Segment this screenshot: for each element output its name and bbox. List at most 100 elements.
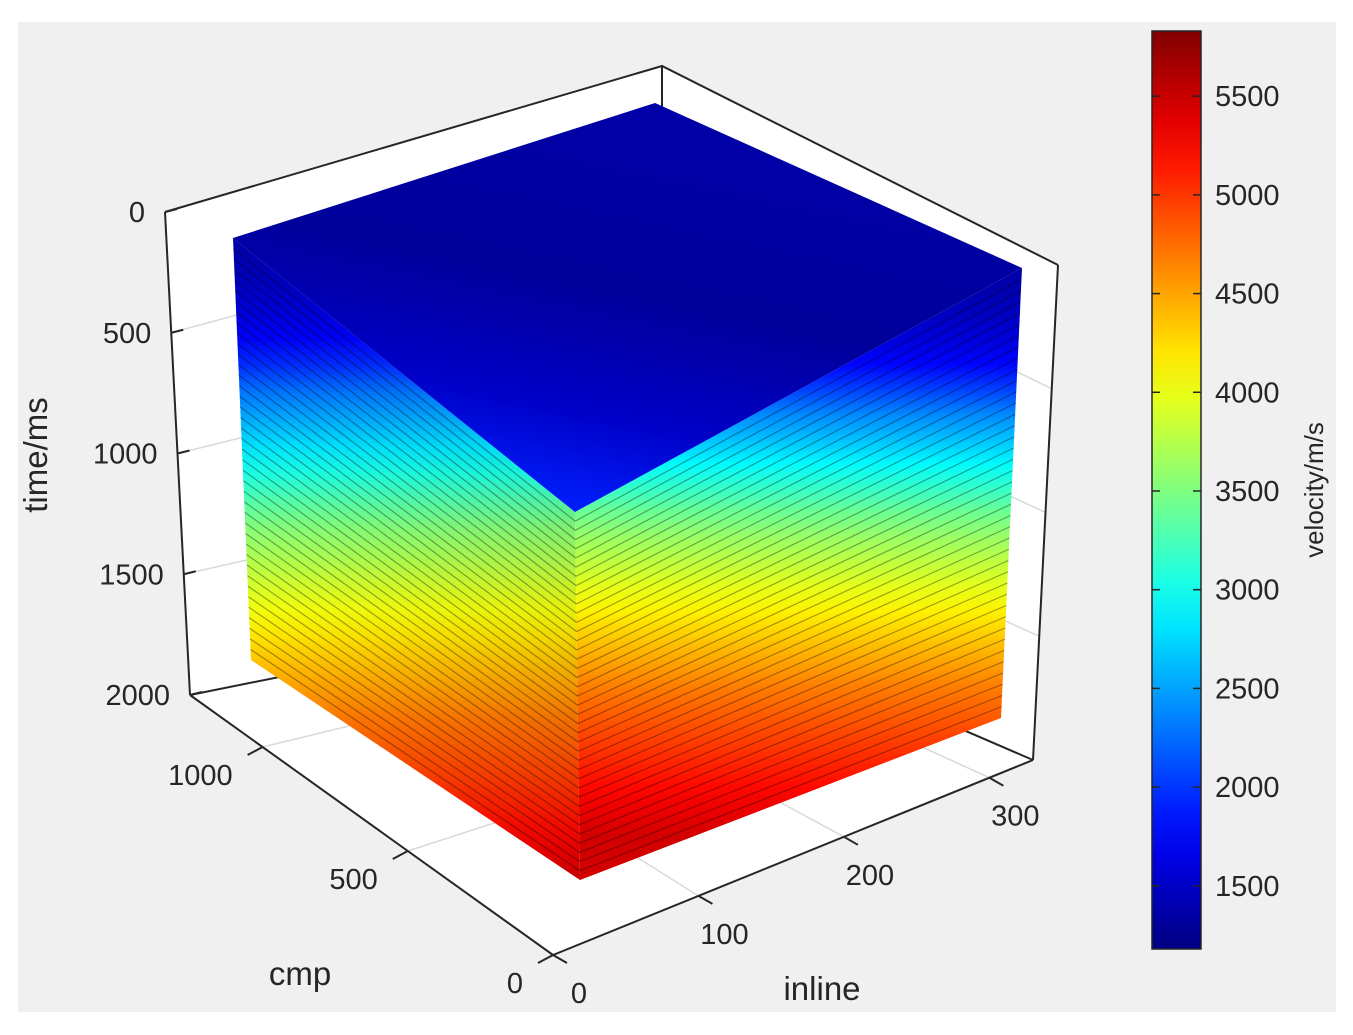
z-axis-ticks: 0 500 1000 1500 2000 [93,197,203,712]
cmp-tick-label: 500 [329,864,377,896]
contour-line [578,627,1006,807]
contour-line [249,627,580,853]
contour-line [242,469,579,715]
contour-line [245,543,579,780]
contour-line [577,548,1010,743]
contour-line [247,596,580,826]
contour-line [575,312,1021,550]
contour-line [579,649,1005,826]
contour-line [575,357,1019,587]
contour-line [244,522,579,761]
inline-tick-label: 300 [991,801,1039,833]
contour-line [234,279,576,550]
contour-line [578,582,1008,771]
cmp-tick-mark [537,954,554,964]
contour-line [575,379,1018,605]
cmp-tick-mark [247,746,264,756]
contour-line [579,706,1002,872]
contour-line [243,501,579,743]
contour-line [242,459,578,706]
cmp-tick-mark [392,850,409,860]
inline-tick-label: 100 [700,919,748,951]
inline-tick-mark [697,895,713,905]
z-tick-label: 1500 [99,559,164,591]
contour-line [579,683,1003,853]
contour-line [575,301,1021,541]
colorbar-tick-label: 4000 [1215,377,1280,409]
volume-face-left-shade [233,238,580,880]
colorbar-label: velocity/m/s [1299,422,1329,558]
contour-line [575,334,1020,568]
z-tick-label: 0 [129,197,145,229]
colorbar-ticks: 1500 2000 2500 3000 3500 4000 4500 5000 5500 [1152,81,1280,903]
contour-line [575,323,1020,559]
contour-line [233,258,576,531]
contour-line [579,694,1003,863]
contour-line [579,672,1004,844]
z-tick-mark [189,691,203,696]
volume-face-right [575,268,1022,880]
contour-line [577,514,1011,715]
contour-line [578,638,1005,817]
contour-line [237,353,577,614]
contour-line [578,616,1006,798]
contour-line [574,289,1022,531]
contour-line [247,585,580,817]
contour-line [576,413,1016,633]
inline-tick-mark [843,835,859,846]
contour-line [235,311,577,577]
contour-line [236,332,577,596]
contour-line [234,290,576,559]
cmp-tick-label: 0 [507,968,523,1000]
z-tick-label: 2000 [105,680,170,712]
colorbar-fill [1151,30,1202,950]
contour-line [577,492,1012,697]
contour-line [575,368,1018,596]
z-tick-mark [164,208,178,213]
contour-line [233,269,576,541]
contour-line [576,469,1013,679]
z-tick-mark [177,449,190,455]
contour-line [576,402,1016,623]
contour-line [239,395,578,651]
contour-line [248,606,580,835]
velocity-volume [233,103,1022,880]
contour-line [577,503,1012,706]
contour-line [578,604,1007,789]
colorbar-tick-label: 2000 [1215,772,1280,804]
contour-line [235,300,577,568]
inline-axis-label: inline [783,970,860,1007]
contour-line [246,554,580,789]
contour-line [243,490,579,734]
contour-line [250,648,581,872]
contour-line [578,593,1008,780]
contour-line [579,661,1004,835]
contour-line [575,346,1019,577]
contour-line [241,448,578,697]
colorbar-tick-label: 5000 [1215,180,1280,212]
contour-line [574,278,1022,522]
colorbar: 1500 2000 2500 3000 3500 4000 4500 5000 5500 vel… [1151,30,1329,950]
colorbar-tick-label: 3500 [1215,476,1280,508]
contour-line [238,385,578,642]
contour-line [240,416,578,669]
colorbar-tick-label: 4500 [1215,279,1280,311]
inline-tick-mark [988,776,1004,787]
contour-line [238,374,577,633]
contour-line [237,343,577,605]
contour-line [246,564,580,798]
contour-line [577,537,1010,734]
inline-axis-ticks: 0 100 200 300 [552,776,1040,1010]
contour-line [244,511,579,752]
z-axis-label: time/ms [17,397,54,513]
cmp-tick-label: 1000 [168,760,233,792]
contour-lines [233,248,1022,872]
contour-line [238,364,577,623]
cmp-axis-ticks: 0 500 1000 [168,746,554,1000]
inline-tick-label: 0 [571,978,587,1010]
z-tick-label: 1000 [93,439,158,471]
contour-line [248,617,580,844]
z-tick-mark [183,570,196,576]
contour-line [247,575,580,807]
